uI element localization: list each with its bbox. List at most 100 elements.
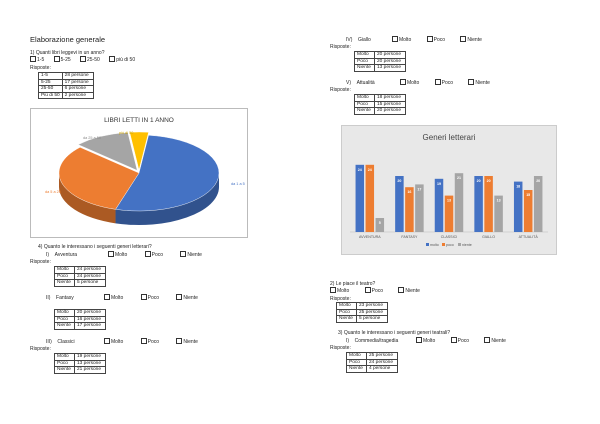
option-molto[interactable]: Molto (416, 337, 435, 344)
option-poco[interactable]: Poco (140, 294, 159, 301)
q1-option-2[interactable]: 5-25 (53, 56, 71, 63)
avventura-answers-table: Molto 24 persone Poco 24 persone Niente 5 p… (54, 266, 106, 287)
checkbox-icon[interactable] (144, 251, 151, 258)
option-molto[interactable]: Molto (104, 294, 123, 301)
bar-value-label: 20 (397, 179, 401, 183)
q3-options: Molto Poco Niente (416, 337, 514, 344)
pie-side-0 (115, 173, 219, 226)
legend-label-molto: molto (430, 243, 439, 247)
option-molto[interactable]: Molto (392, 36, 411, 43)
legend-label-poco: poco (446, 243, 454, 247)
table-row: Niente 5 persone (54, 279, 106, 287)
checkbox-icon[interactable] (108, 251, 114, 258)
bar-niente-3 (494, 195, 503, 232)
table-row: Molto 24 persone (54, 266, 106, 274)
bar-chart-title: Generi letterari (423, 133, 476, 142)
table-row: Poco 24 persone (54, 272, 106, 281)
answers-label: Risposte: (330, 87, 351, 93)
option-molto[interactable]: Molto (400, 79, 419, 86)
q1-question: 1) Quanti libri leggevi in un anno? (30, 50, 105, 56)
checkbox-icon[interactable] (109, 56, 116, 63)
checkbox-icon[interactable] (104, 338, 110, 345)
pie-label-3: più di 50 (119, 131, 133, 135)
bar-poco-1 (405, 187, 414, 232)
q2-option-niente[interactable]: Niente (398, 287, 420, 294)
table-row: Niente 21 persone (54, 366, 106, 374)
option-niente[interactable]: Niente (484, 337, 506, 344)
bar-molto-1 (395, 176, 404, 232)
checkbox-icon[interactable] (140, 294, 147, 301)
table-row: Niente 13 persone (354, 64, 406, 72)
checkbox-icon[interactable] (53, 56, 60, 63)
genre-attualita-line: V) Attualità (346, 80, 375, 86)
x-tick-label: ATTUALITÀ (519, 235, 539, 239)
q2-options: Molto Poco Niente (330, 287, 428, 294)
checkbox-icon[interactable] (392, 36, 398, 43)
checkbox-icon[interactable] (468, 79, 475, 86)
option-poco[interactable]: Poco (426, 36, 445, 43)
table-row: Poco 16 persone (54, 315, 106, 324)
bar-value-label: 5 (379, 221, 381, 225)
genre-attualita-options: Molto Poco Niente (400, 79, 498, 86)
checkbox-icon[interactable] (364, 287, 371, 294)
pie-title: LIBRI LETTI IN 1 ANNO (104, 117, 174, 124)
legend-swatch-poco (442, 243, 445, 246)
pie-chart-frame: LIBRI LETTI IN 1 ANNO da 1 a 5 da 5 a 25 d… (30, 108, 248, 238)
checkbox-icon[interactable] (400, 79, 406, 86)
table-row: Molto 20 persone (354, 51, 406, 59)
q3-answers-label: Risposte: (330, 345, 351, 351)
genre-fantasy-line: II) Fantasy (46, 295, 74, 301)
checkbox-icon[interactable] (416, 337, 422, 344)
option-niente[interactable]: Niente (460, 36, 482, 43)
checkbox-icon[interactable] (450, 337, 457, 344)
option-niente[interactable]: Niente (180, 251, 202, 258)
q2-option-molto[interactable]: Molto (330, 287, 349, 294)
table-row: Molto 25 persone (346, 352, 398, 360)
checkbox-icon[interactable] (80, 56, 87, 63)
genre-avventura-line: I) Avventura (46, 252, 78, 258)
checkbox-icon[interactable] (460, 36, 467, 43)
q3-answers-table: Molto 25 persone Poco 24 persone Niente 4 p… (346, 352, 398, 373)
checkbox-icon[interactable] (176, 294, 183, 301)
checkbox-icon[interactable] (180, 251, 187, 258)
option-niente[interactable]: Niente (468, 79, 490, 86)
checkbox-icon[interactable] (140, 338, 147, 345)
option-molto[interactable]: Molto (104, 338, 123, 345)
q1-options: 1-5 5-25 25-50 più di 50 (30, 56, 143, 63)
checkbox-icon[interactable] (398, 287, 405, 294)
table-row: Molto 19 persone (54, 353, 106, 361)
q1-option-4[interactable]: più di 50 (109, 56, 135, 63)
bar-value-label: 21 (457, 176, 461, 180)
bar-value-label: 24 (368, 168, 372, 172)
q1-option-1[interactable]: 1-5 (30, 56, 44, 63)
option-poco[interactable]: Poco (450, 337, 469, 344)
checkbox-icon[interactable] (30, 56, 36, 63)
checkbox-icon[interactable] (426, 36, 433, 43)
q2-option-poco[interactable]: Poco (364, 287, 383, 294)
genre-avventura-options: Molto Poco Niente (108, 251, 210, 258)
table-row: 5-25 17 persone (38, 78, 94, 87)
bar-poco-0 (365, 164, 375, 232)
bar-value-label: 16 (407, 190, 411, 194)
giallo-answers-table: Molto 20 persone Poco 20 persone Niente 13 … (354, 51, 406, 72)
checkbox-icon[interactable] (176, 338, 183, 345)
option-niente[interactable]: Niente (176, 294, 198, 301)
pie-slice-3 (129, 131, 149, 171)
q2-answers-table: Molto 23 persone Poco 25 persone Niente 5 p… (336, 302, 388, 323)
pie-label-2: da 25 a 50 (83, 136, 101, 140)
bar-molto-4 (513, 181, 523, 232)
checkbox-icon[interactable] (104, 294, 110, 301)
option-molto[interactable]: Molto (108, 251, 127, 258)
checkbox-icon[interactable] (434, 79, 441, 86)
option-poco[interactable]: Poco (434, 79, 453, 86)
pie-slice-0 (115, 135, 220, 212)
option-niente[interactable]: Niente (176, 338, 198, 345)
q1-option-3[interactable]: 25-50 (80, 56, 100, 63)
option-poco[interactable]: Poco (144, 251, 163, 258)
q3-question: 3) Quanto le interessano i seguenti gene… (338, 330, 451, 336)
checkbox-icon[interactable] (330, 287, 336, 294)
option-poco[interactable]: Poco (140, 338, 159, 345)
table-row: Poco 25 persone (336, 308, 388, 317)
checkbox-icon[interactable] (484, 337, 491, 344)
pie-side-1 (59, 173, 116, 224)
